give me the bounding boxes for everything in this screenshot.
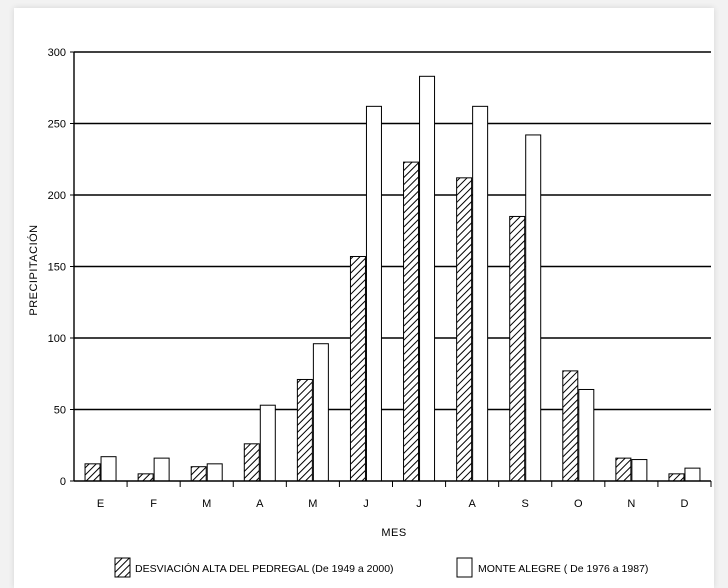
bar-monte-alegre — [312, 343, 329, 482]
y-tick-label: 50 — [54, 405, 66, 417]
bar-pedregal — [562, 370, 579, 482]
bar-pedregal — [403, 161, 420, 482]
x-tick-label: J — [416, 498, 422, 510]
axes: 0 50 100 150 200 250 300 E F M A M J J A S O N D — [48, 47, 712, 510]
bar-monte-alegre — [100, 456, 117, 482]
y-tick-label: 100 — [48, 333, 66, 345]
x-tick-label: E — [97, 498, 104, 510]
legend-swatch-monte-alegre — [456, 557, 473, 578]
x-tick-label: O — [574, 498, 583, 510]
gridlines — [74, 51, 711, 411]
x-tick-label: N — [627, 498, 635, 510]
bar-monte-alegre — [206, 463, 223, 482]
y-tick-label: 150 — [48, 262, 66, 274]
bar-monte-alegre — [259, 404, 276, 482]
legend: DESVIACIÓN ALTA DEL PEDREGAL (De 1949 a … — [114, 557, 648, 578]
x-tick-label: A — [468, 498, 476, 510]
y-tick-label: 0 — [60, 476, 66, 488]
legend-swatch-pedregal — [114, 557, 131, 578]
x-tick-label: F — [150, 498, 157, 510]
y-tick-label: 250 — [48, 119, 66, 131]
bar-monte-alegre — [153, 457, 170, 482]
bar-chart: 0 50 100 150 200 250 300 E F M A M J J A S O N D PRECIPITA… — [27, 47, 712, 578]
bar-monte-alegre — [631, 459, 648, 482]
x-tick-label: D — [680, 498, 688, 510]
legend-label-pedregal: DESVIACIÓN ALTA DEL PEDREGAL (De 1949 a … — [135, 562, 394, 575]
bar-pedregal — [137, 473, 154, 482]
bar-pedregal — [349, 255, 366, 482]
bar-pedregal — [615, 457, 632, 482]
bars — [84, 75, 701, 482]
legend-label-monte-alegre: MONTE ALEGRE ( De 1976 a 1987) — [478, 563, 648, 575]
y-tick-label: 300 — [48, 47, 66, 59]
bar-pedregal — [190, 466, 207, 482]
x-tick-label: M — [308, 498, 317, 510]
bar-pedregal — [84, 463, 101, 482]
chart-card: 0 50 100 150 200 250 300 E F M A M J J A S O N D PRECIPITA… — [14, 8, 714, 588]
bar-pedregal — [296, 378, 313, 482]
bar-monte-alegre — [578, 388, 595, 482]
x-tick-label: A — [256, 498, 264, 510]
bar-pedregal — [509, 215, 526, 482]
x-tick-label: S — [522, 498, 529, 510]
bar-monte-alegre — [472, 105, 489, 482]
bar-monte-alegre — [365, 105, 382, 482]
bar-monte-alegre — [684, 467, 701, 482]
bar-pedregal — [243, 443, 260, 482]
x-tick-label: J — [363, 498, 369, 510]
bar-pedregal — [668, 473, 685, 482]
x-axis-title: MES — [381, 527, 406, 539]
bar-pedregal — [456, 177, 473, 482]
y-tick-label: 200 — [48, 190, 66, 202]
bar-monte-alegre — [419, 75, 436, 482]
x-tick-label: M — [202, 498, 211, 510]
bar-monte-alegre — [525, 134, 542, 482]
y-axis-title: PRECIPITACIÓN — [27, 224, 40, 315]
